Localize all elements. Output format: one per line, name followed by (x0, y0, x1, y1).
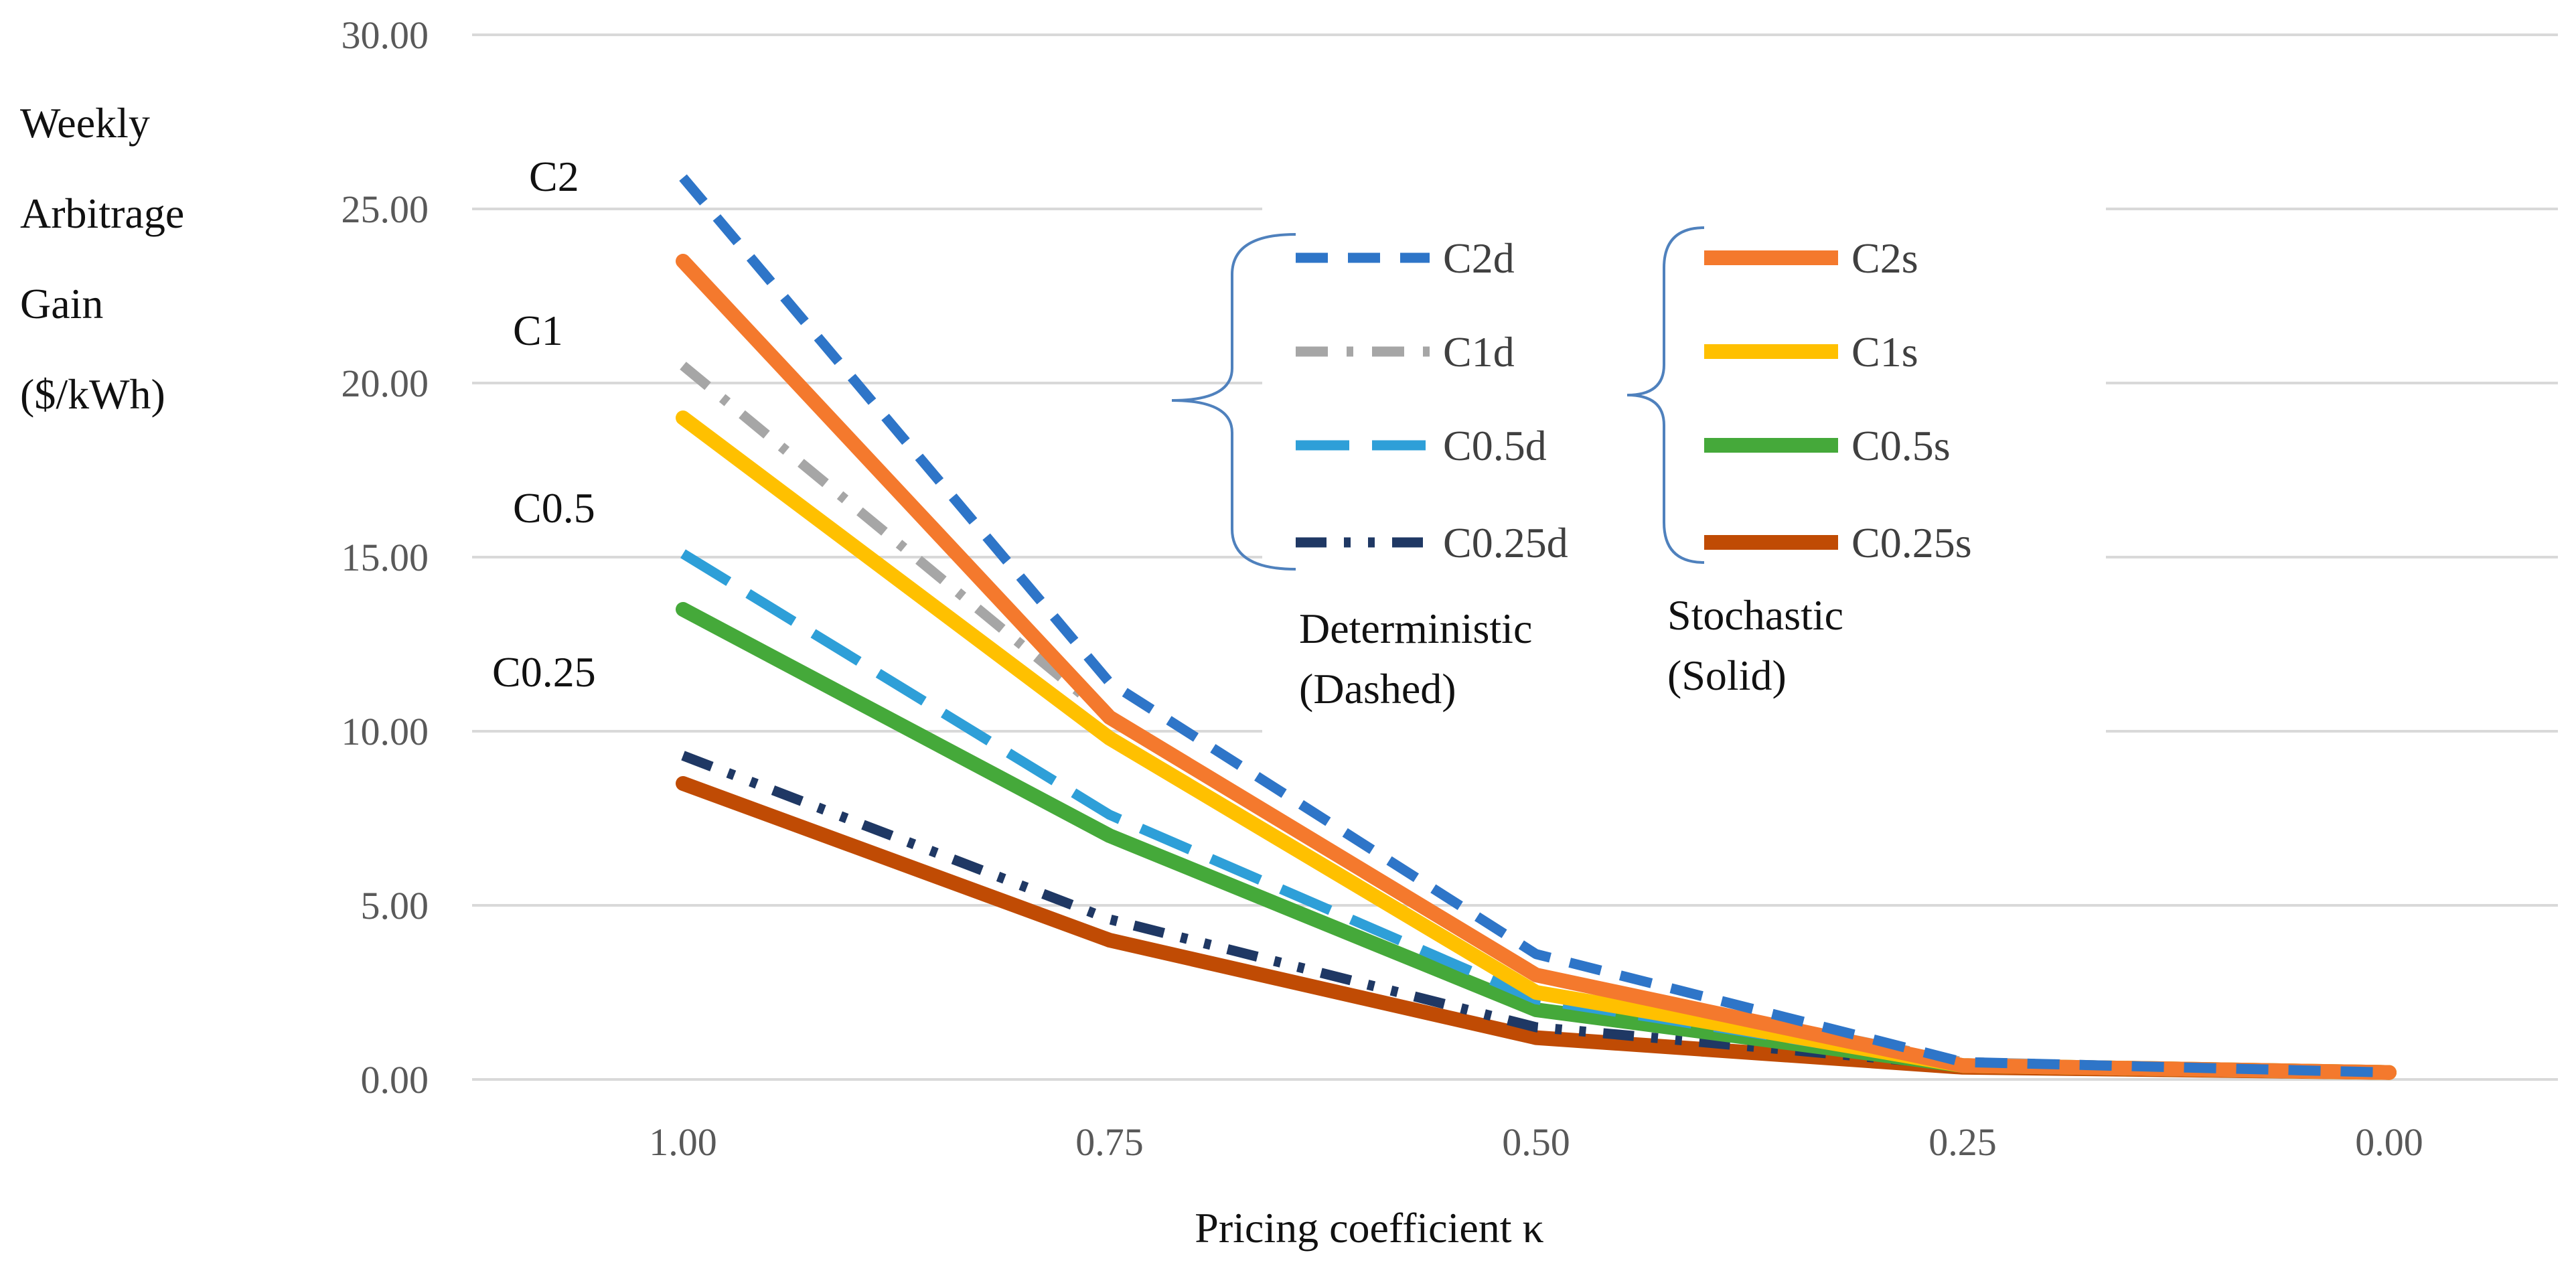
y-axis-ticks: 0.00 5.00 10.00 15.00 20.00 25.00 30.00 (342, 13, 429, 1102)
legend-background (1262, 201, 2106, 737)
y-tick-label: 0.00 (361, 1058, 429, 1102)
x-axis-label: Pricing coefficient κ (1195, 1204, 1544, 1252)
legend-label-c0-25s: C0.25s (1851, 519, 1972, 567)
y-axis-label-line: Arbitrage (20, 190, 184, 237)
legend-label-c1s: C1s (1851, 328, 1918, 376)
y-tick-label: 20.00 (342, 362, 429, 405)
annotation-c0-5: C0.5 (513, 484, 595, 532)
legend-group-title-stochastic: Stochastic (1667, 591, 1843, 639)
deterministic-brace (1171, 233, 1296, 571)
x-axis-ticks: 1.00 0.75 0.50 0.25 0.00 (649, 1120, 2423, 1164)
legend: C2d C1d C0.5d C0.25d C2s C1s C0.5s C0.25s Dete… (1171, 226, 1972, 712)
series-line-c0-25d (681, 751, 2390, 1078)
x-tick-label: 0.50 (1502, 1120, 1570, 1164)
legend-label-c0-5d: C0.5d (1443, 422, 1547, 469)
y-tick-label: 15.00 (342, 536, 429, 579)
x-tick-label: 0.25 (1928, 1120, 1997, 1164)
annotation-c0-25: C0.25 (492, 648, 596, 696)
x-tick-label: 0.75 (1075, 1120, 1144, 1164)
series-lines (676, 174, 2397, 1080)
legend-label-c1d: C1d (1443, 328, 1515, 376)
series-line-c2d (679, 174, 2390, 1078)
y-tick-label: 10.00 (342, 710, 429, 753)
legend-group-subtitle-deterministic: (Dashed) (1299, 665, 1456, 712)
capacity-annotations: C2 C1 C0.5 C0.25 (492, 153, 596, 696)
x-tick-label: 1.00 (649, 1120, 717, 1164)
y-axis-label-line: ($/kWh) (20, 370, 165, 418)
legend-label-c2d: C2d (1443, 234, 1515, 282)
legend-label-c0-25d: C0.25d (1443, 519, 1568, 567)
legend-label-c2s: C2s (1851, 234, 1918, 282)
y-tick-label: 30.00 (342, 13, 429, 57)
annotation-c1: C1 (513, 307, 563, 354)
y-tick-label: 25.00 (342, 187, 429, 231)
y-axis-label-line: Weekly (20, 99, 150, 147)
legend-deterministic-entries: C2d C1d C0.5d C0.25d (1296, 234, 1568, 567)
legend-group-title-deterministic: Deterministic (1299, 605, 1532, 652)
annotation-c2: C2 (529, 153, 579, 200)
y-axis-label: Weekly Arbitrage Gain ($/kWh) (20, 99, 184, 418)
x-tick-label: 0.00 (2355, 1120, 2423, 1164)
legend-group-subtitle-stochastic: (Solid) (1667, 652, 1787, 699)
y-axis-label-line: Gain (20, 280, 103, 327)
legend-label-c0-5s: C0.5s (1851, 422, 1951, 469)
y-tick-label: 5.00 (361, 884, 429, 927)
legend-stochastic-entries: C2s C1s C0.5s C0.25s (1704, 234, 1972, 567)
stochastic-brace (1626, 226, 1705, 564)
